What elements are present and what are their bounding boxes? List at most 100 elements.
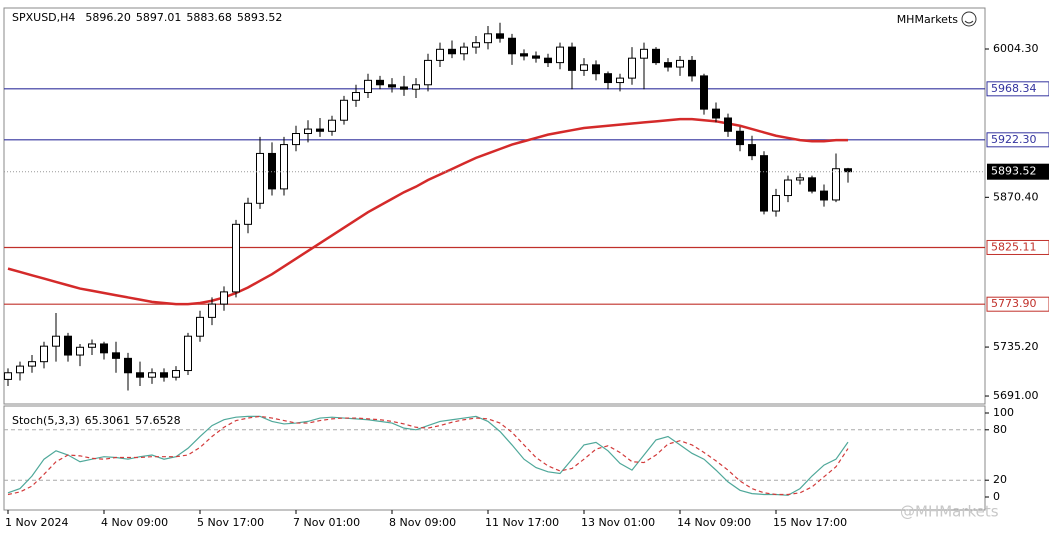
candle-body bbox=[700, 75, 708, 110]
candle-body bbox=[160, 372, 168, 378]
indicator-name: Stoch(5,3,3) bbox=[12, 414, 80, 427]
y-tick-label: 80 bbox=[993, 423, 1007, 436]
candle-body bbox=[40, 345, 48, 363]
candle-body bbox=[616, 77, 624, 84]
candle-body bbox=[256, 152, 264, 204]
candle-body bbox=[556, 46, 564, 64]
x-tick-label: 7 Nov 01:00 bbox=[293, 516, 360, 529]
candle-body bbox=[328, 119, 336, 132]
level-label: 5825.11 bbox=[991, 240, 1037, 253]
candle-body bbox=[232, 223, 240, 293]
candle-body bbox=[844, 168, 852, 173]
candle-body bbox=[820, 190, 828, 201]
ohlc-value: 5893.52 bbox=[237, 11, 283, 24]
candle-body bbox=[364, 79, 372, 94]
candle-body bbox=[376, 79, 384, 86]
candle-body bbox=[628, 57, 636, 79]
candle-body bbox=[424, 59, 432, 86]
candle-body bbox=[112, 352, 120, 359]
candle-body bbox=[832, 168, 840, 201]
candle-body bbox=[724, 117, 732, 132]
last-price-tag bbox=[987, 163, 1049, 180]
candle-body bbox=[544, 57, 552, 64]
candle-body bbox=[400, 86, 408, 90]
stoch-line bbox=[7, 415, 849, 496]
candle-body bbox=[676, 59, 684, 68]
candle-body bbox=[760, 155, 768, 212]
y-tick-label: 6004.30 bbox=[993, 42, 1039, 55]
y-tick-label: 5870.40 bbox=[993, 190, 1039, 203]
candle-body bbox=[412, 84, 420, 90]
candle-body bbox=[268, 152, 276, 190]
stoch-title: Stoch(5,3,3) 65.3061 57.6528 bbox=[12, 414, 181, 427]
brand-icon bbox=[964, 20, 974, 24]
indicator-value: 65.3061 bbox=[85, 414, 131, 427]
x-tick-label: 1 Nov 2024 bbox=[5, 516, 68, 529]
ohlc-value: 5883.68 bbox=[186, 11, 232, 24]
candle-body bbox=[172, 370, 180, 378]
candle-body bbox=[304, 128, 312, 135]
candle-body bbox=[28, 361, 36, 367]
y-tick-label: 5691.00 bbox=[993, 389, 1039, 402]
candle-body bbox=[244, 202, 252, 225]
candle-body bbox=[592, 64, 600, 75]
indicator-value: 57.6528 bbox=[135, 414, 181, 427]
x-tick-label: 8 Nov 09:00 bbox=[389, 516, 456, 529]
level-label: 5922.30 bbox=[991, 133, 1037, 146]
candle-body bbox=[52, 335, 60, 347]
candle-body bbox=[196, 316, 204, 337]
candle-body bbox=[736, 130, 744, 146]
candle-body bbox=[640, 48, 648, 59]
x-tick-label: 15 Nov 17:00 bbox=[773, 516, 847, 529]
candle-body bbox=[208, 303, 216, 318]
brand: MHMarkets bbox=[897, 13, 959, 26]
level-tag bbox=[986, 132, 1049, 148]
candle-body bbox=[748, 144, 756, 157]
x-tick-label: 14 Nov 09:00 bbox=[677, 516, 751, 529]
candle-body bbox=[712, 108, 720, 119]
candle-body bbox=[388, 84, 396, 88]
candle-body bbox=[184, 335, 192, 372]
candle-body bbox=[64, 335, 72, 356]
y-tick-label: 0 bbox=[993, 490, 1000, 503]
price-panel bbox=[3, 7, 986, 405]
candle-body bbox=[784, 179, 792, 197]
level-label: 5773.90 bbox=[991, 297, 1037, 310]
level-tag bbox=[986, 81, 1049, 97]
candle-body bbox=[340, 99, 348, 121]
candle-body bbox=[652, 48, 660, 64]
candle-body bbox=[496, 33, 504, 39]
candle-body bbox=[532, 55, 540, 59]
candle-body bbox=[508, 37, 516, 55]
y-tick-label: 100 bbox=[993, 406, 1014, 419]
y-tick-label: 5735.20 bbox=[993, 340, 1039, 353]
candle-body bbox=[484, 33, 492, 44]
last-price-label: 5893.52 bbox=[991, 165, 1037, 178]
candle-body bbox=[16, 365, 24, 374]
candle-body bbox=[520, 53, 528, 57]
level-tag bbox=[986, 239, 1049, 255]
candle-body bbox=[88, 343, 96, 348]
candle-body bbox=[4, 372, 12, 380]
candle-body bbox=[796, 177, 804, 181]
ohlc-value: 5897.01 bbox=[136, 11, 182, 24]
x-tick-label: 11 Nov 17:00 bbox=[485, 516, 559, 529]
stoch-line bbox=[7, 415, 849, 496]
moving-average bbox=[7, 117, 848, 306]
candle-body bbox=[124, 357, 132, 374]
candle-body bbox=[808, 177, 816, 192]
candle-body bbox=[604, 73, 612, 84]
candle-body bbox=[580, 64, 588, 71]
candle-body bbox=[448, 48, 456, 55]
candle-body bbox=[148, 372, 156, 378]
level-tag bbox=[986, 296, 1049, 312]
watermark: @MHMarkets bbox=[900, 503, 999, 521]
symbol: SPXUSD,H4 bbox=[12, 11, 75, 24]
candle-body bbox=[688, 59, 696, 77]
candle-body bbox=[568, 46, 576, 71]
x-tick-label: 4 Nov 09:00 bbox=[101, 516, 168, 529]
candle-body bbox=[100, 343, 108, 354]
level-label: 5968.34 bbox=[991, 82, 1037, 95]
ohlc-value: 5896.20 bbox=[85, 11, 131, 24]
